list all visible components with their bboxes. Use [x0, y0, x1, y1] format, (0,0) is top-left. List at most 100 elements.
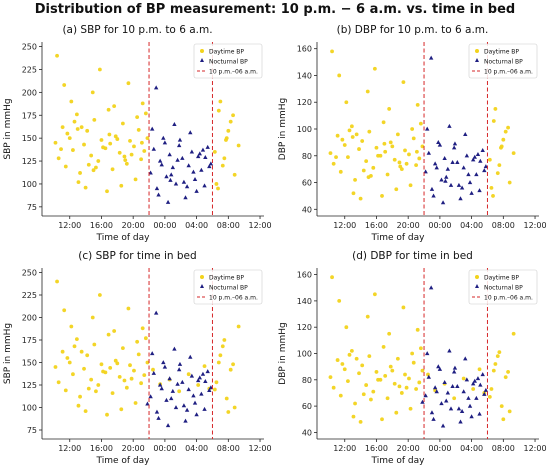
daytime-point: [214, 182, 219, 186]
legend-label: 10 p.m.–06 a.m.: [209, 69, 258, 76]
daytime-point: [218, 99, 223, 104]
daytime-point: [461, 376, 466, 381]
nocturnal-point: [156, 192, 161, 197]
daytime-point: [139, 157, 144, 162]
daytime-point: [110, 391, 115, 395]
nocturnal-point: [443, 178, 448, 183]
y-tick-label: 175: [22, 336, 37, 345]
daytime-point: [220, 344, 225, 349]
daytime-point: [410, 351, 415, 356]
nocturnal-point: [191, 393, 196, 398]
nocturnal-point: [447, 348, 452, 353]
nocturnal-point: [205, 369, 210, 374]
daytime-point: [511, 331, 516, 336]
daytime-point: [113, 134, 118, 139]
nocturnal-point: [463, 356, 468, 361]
nocturnal-point: [429, 410, 435, 415]
daytime-point: [387, 331, 392, 336]
nocturnal-point: [475, 152, 481, 157]
daytime-point: [499, 145, 503, 150]
nocturnal-point: [447, 123, 452, 128]
nocturnal-point: [448, 182, 454, 187]
legend-nocturnal-marker: [200, 284, 204, 288]
nocturnal-point: [420, 399, 425, 404]
daytime-point: [214, 380, 219, 385]
daytime-point: [83, 409, 88, 413]
daytime-point: [69, 324, 74, 329]
y-tick-label: 140: [297, 71, 312, 80]
daytime-point: [101, 145, 105, 150]
x-tick-label: 12:00: [58, 444, 81, 453]
daytime-point: [140, 101, 145, 106]
nocturnal-point: [151, 370, 156, 375]
daytime-point: [55, 53, 59, 58]
daytime-point: [398, 164, 403, 169]
nocturnal-point: [186, 163, 191, 168]
nocturnal-point: [184, 407, 190, 412]
daytime-point: [414, 163, 419, 168]
nocturnal-point: [450, 160, 455, 165]
daytime-point: [414, 387, 419, 391]
scatter-plot-c: 12:00 16:00 20:00 00:00 04:00 08:00 12:00 75 100…: [3, 268, 272, 466]
x-tick-label: 16:00: [90, 221, 113, 230]
daytime-point: [133, 177, 138, 182]
legend-label: Daytime BP: [209, 49, 244, 56]
daytime-point: [119, 407, 124, 412]
daytime-point: [236, 324, 241, 329]
daytime-point: [491, 368, 496, 373]
daytime-point: [495, 171, 500, 176]
daytime-point: [346, 155, 350, 160]
x-axis-label: Time of day: [371, 233, 426, 243]
nocturnal-point: [442, 156, 447, 161]
daytime-point: [499, 404, 504, 409]
daytime-point: [112, 329, 117, 333]
legend-box: [468, 43, 538, 79]
x-tick-label: 16:00: [90, 444, 113, 453]
daytime-point: [145, 136, 150, 141]
nocturnal-point: [169, 396, 174, 401]
daytime-point: [67, 136, 72, 141]
daytime-point: [489, 387, 494, 391]
daytime-point: [72, 344, 77, 349]
daytime-point: [231, 362, 235, 367]
daytime-point: [55, 279, 59, 284]
daytime-point: [364, 159, 369, 164]
nocturnal-point: [456, 406, 462, 411]
nocturnal-point: [199, 391, 204, 396]
nocturnal-point: [451, 369, 457, 374]
daytime-point: [353, 177, 357, 182]
daytime-point: [69, 99, 74, 104]
daytime-point: [140, 326, 145, 331]
daytime-point: [92, 342, 97, 347]
x-tick-label: 08:00: [492, 221, 515, 230]
x-tick-label: 16:00: [365, 221, 388, 230]
y-tick-label: 125: [22, 381, 37, 390]
nocturnal-point: [170, 388, 176, 393]
daytime-point: [82, 142, 86, 147]
daytime-point: [94, 389, 98, 394]
daytime-point: [404, 161, 409, 166]
nocturnal-point: [431, 416, 436, 421]
nocturnal-point: [455, 160, 460, 165]
daytime-point: [72, 119, 77, 124]
daytime-point: [145, 360, 150, 365]
daytime-point: [344, 100, 349, 105]
x-tick-label: 12:00: [333, 221, 356, 230]
daytime-point: [349, 348, 354, 353]
nocturnal-point: [164, 174, 169, 179]
daytime-point: [344, 325, 349, 330]
daytime-point: [231, 113, 235, 118]
daytime-point: [394, 410, 399, 415]
daytime-point: [74, 337, 79, 341]
x-tick-label: 00:00: [428, 444, 451, 453]
daytime-point: [491, 119, 496, 123]
daytime-point: [236, 143, 241, 148]
daytime-point: [401, 305, 406, 310]
daytime-point: [367, 129, 372, 134]
nocturnal-point: [452, 365, 458, 370]
y-tick-label: 100: [22, 404, 37, 413]
daytime-point: [132, 368, 136, 373]
daytime-point: [228, 367, 233, 372]
daytime-point: [53, 365, 58, 369]
daytime-point: [65, 131, 70, 136]
